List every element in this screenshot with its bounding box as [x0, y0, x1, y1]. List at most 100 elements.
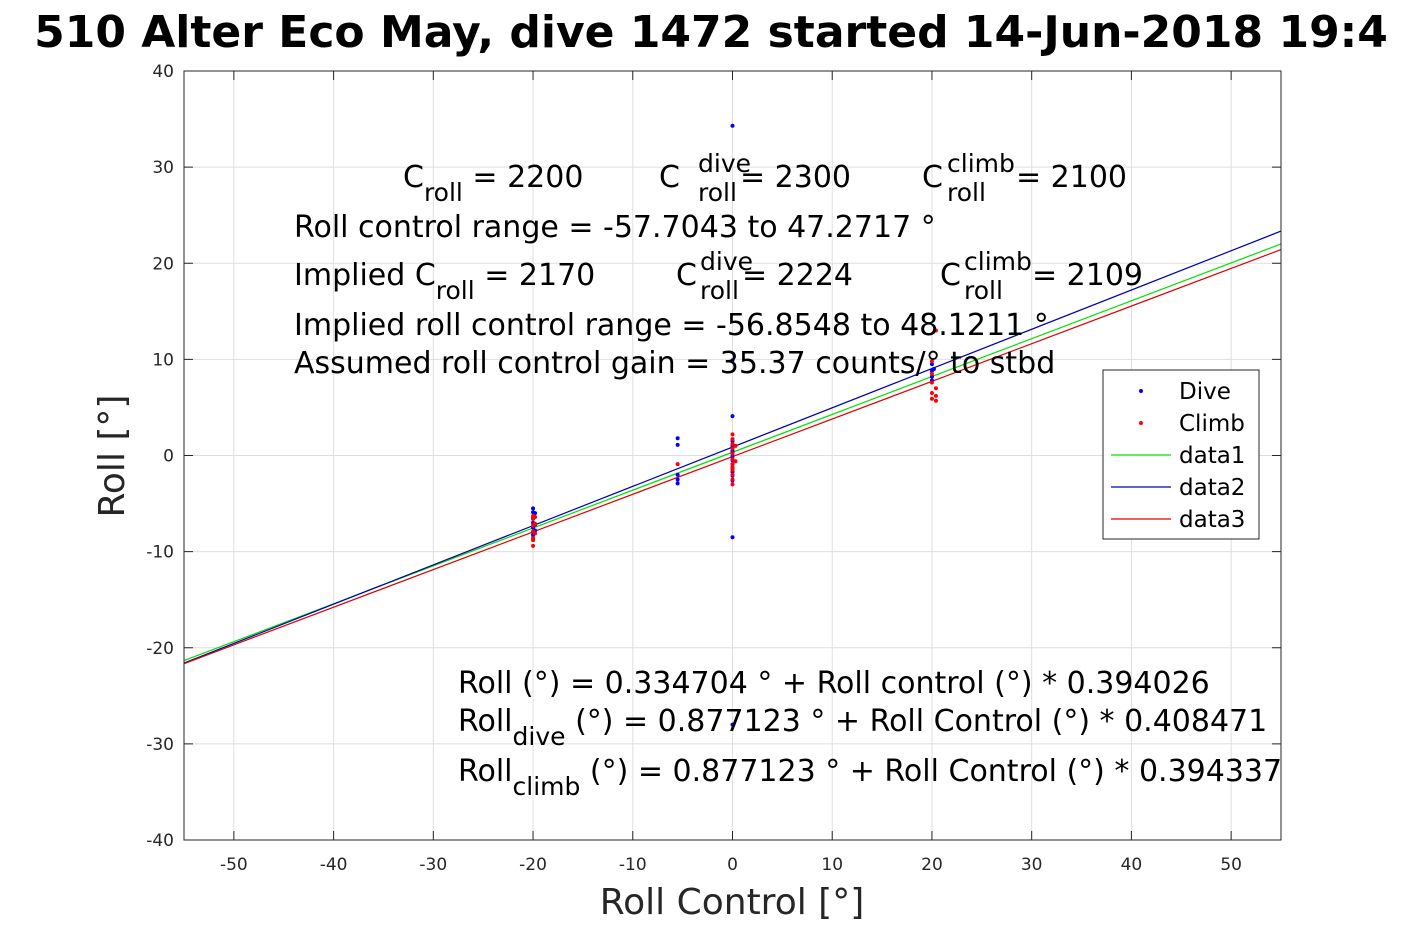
data-point-dive [730, 414, 735, 419]
plot-frame [183, 70, 1282, 841]
annotation-fit: Roll (°) = 0.334704 ° + Roll control (°)… [458, 666, 1210, 701]
annotation-implied: Implied Croll = 2170 [294, 258, 595, 305]
data-point-dive [730, 722, 735, 727]
annotation-croll-dive-sub: roll [698, 178, 737, 207]
data-point-climb [733, 459, 738, 464]
annotation-dive-fit: Rolldive (°) = 0.877123 ° + Roll Control… [458, 704, 1267, 751]
data-point-climb [933, 398, 938, 403]
legend-label: Dive [1179, 379, 1231, 405]
annotation-implied-dive-sub: roll [700, 276, 739, 305]
data-point-dive [675, 472, 680, 477]
data-point-dive [675, 442, 680, 447]
annotation-croll-climb-sub: roll [947, 178, 986, 207]
x-tick-label: 0 [727, 855, 738, 875]
x-tick-label: -50 [220, 855, 248, 875]
x-tick-label: -20 [519, 855, 547, 875]
data-point-climb [929, 371, 934, 376]
y-tick-label: 20 [152, 254, 174, 274]
data-point-climb [531, 543, 536, 548]
legend-label: Climb [1179, 411, 1245, 437]
x-tick-labels: -50 -40 -30 -20 -10 0 10 20 30 40 50 [220, 855, 1242, 875]
data-point-climb [730, 457, 735, 462]
x-tick-label: 30 [1021, 855, 1043, 875]
data-point-dive [675, 436, 680, 441]
data-point-climb [929, 380, 934, 385]
annotation-implied-dive: C [676, 258, 697, 293]
data-point-climb [933, 393, 938, 398]
data-point-dive [730, 358, 735, 363]
x-tick-label: 10 [821, 855, 843, 875]
data-point-dive [730, 123, 735, 128]
legend-swatch-climb [1139, 421, 1143, 425]
data-point-climb [730, 465, 735, 470]
annotation-implied-climb-sub: roll [964, 276, 1003, 305]
data-point-dive [730, 454, 735, 459]
data-point-dive [730, 535, 735, 540]
y-tick-label: -30 [146, 735, 174, 755]
data-point-climb [730, 446, 735, 451]
x-tick-label: -40 [320, 855, 348, 875]
annotation-implied-climb-val: = 2109 [1032, 258, 1143, 293]
data-points [531, 123, 938, 727]
data-point-climb [730, 472, 735, 477]
annotation-implied-dive-val: = 2224 [742, 258, 853, 293]
annotation-croll-climb: C [922, 160, 943, 195]
data-point-dive [533, 511, 538, 516]
annotation-croll: Croll = 2200 [403, 160, 583, 207]
data-point-dive [675, 477, 680, 482]
y-tick-label: 0 [163, 447, 174, 467]
x-tick-label: 40 [1121, 855, 1143, 875]
data-point-climb [929, 359, 934, 364]
annotation-implied-dive-sup: dive [700, 247, 753, 276]
data-point-climb [730, 437, 735, 442]
data-point-climb [929, 391, 934, 396]
legend-swatch-dive [1139, 389, 1143, 393]
y-tick-label: 10 [152, 350, 174, 370]
data-point-dive [931, 366, 936, 371]
data-point-climb [730, 462, 735, 467]
legend: Dive Climb data1 data2 data3 [1102, 369, 1260, 540]
data-point-climb [675, 462, 680, 467]
annotation-implied-range: Implied roll control range = -56.8548 to… [294, 308, 1049, 343]
data-point-climb [933, 386, 938, 391]
legend-label: data3 [1179, 507, 1245, 533]
annotation-implied-climb: C [940, 258, 961, 293]
chart-title: 510 Alter Eco May, dive 1472 started 14-… [34, 7, 1388, 58]
x-axis-label: Roll Control [°] [600, 882, 865, 923]
x-tick-label: -10 [619, 855, 647, 875]
y-axis-label: Roll [°] [92, 395, 133, 518]
annotation-croll-dive-val: = 2300 [740, 160, 851, 195]
y-tick-label: 40 [152, 62, 174, 82]
data-point-climb [730, 467, 735, 472]
data-point-climb [730, 451, 735, 456]
annotation-croll-climb-val: = 2100 [1016, 160, 1127, 195]
x-tick-label: -30 [419, 855, 447, 875]
legend-label: data1 [1179, 443, 1245, 469]
legend-label: data2 [1179, 475, 1245, 501]
data-point-climb [933, 328, 938, 333]
data-point-climb [533, 515, 538, 520]
y-tick-label: -20 [146, 639, 174, 659]
annotation-croll-dive-sup: dive [698, 149, 751, 178]
annotation-range: Roll control range = -57.7043 to 47.2717… [294, 210, 936, 245]
data-point-climb [531, 538, 536, 543]
annotation-croll-climb-sup: climb [947, 149, 1015, 178]
annotation-gain: Assumed roll control gain = 35.37 counts… [294, 346, 1055, 381]
data-point-climb [533, 521, 538, 526]
data-point-climb [730, 477, 735, 482]
data-point-dive [929, 374, 934, 379]
data-point-dive [675, 481, 680, 486]
annotation-climb-fit: Rollclimb (°) = 0.877123 ° + Roll Contro… [458, 754, 1282, 801]
annotation-implied-climb-sup: climb [964, 247, 1032, 276]
data-point-climb [730, 432, 735, 437]
y-tick-label: -40 [146, 831, 174, 851]
y-tick-labels: -40 -30 -20 -10 0 10 20 30 40 [146, 62, 174, 851]
data-point-dive [531, 506, 536, 511]
x-tick-label: 50 [1220, 855, 1242, 875]
x-tick-label: 20 [921, 855, 943, 875]
data-point-climb [929, 396, 934, 401]
data-point-climb [730, 441, 735, 446]
data-point-climb [730, 482, 735, 487]
y-tick-label: -10 [146, 543, 174, 563]
